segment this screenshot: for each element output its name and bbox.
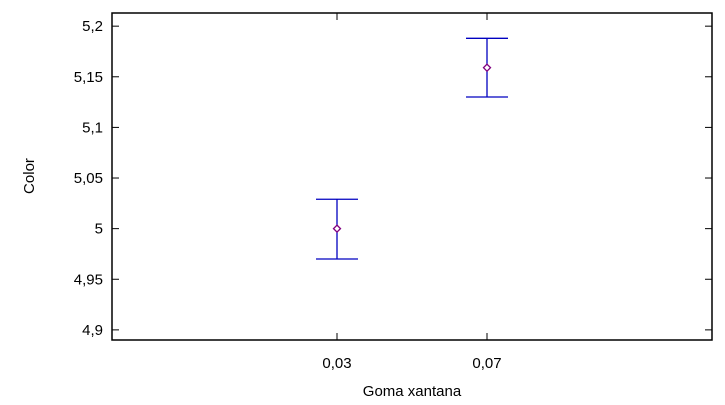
y-tick-label: 5,2 — [82, 18, 103, 35]
y-axis-title: Color — [21, 158, 38, 194]
y-tick-label: 5,15 — [74, 69, 103, 86]
x-axis-ticks: 0,03 0,07 — [322, 13, 502, 372]
x-tick-label: 0,07 — [472, 355, 501, 372]
error-bars — [316, 37, 508, 260]
mean-marker — [482, 63, 492, 73]
plot-frame — [111, 12, 713, 341]
y-tick-label: 5 — [95, 221, 103, 238]
y-tick-label: 4,9 — [82, 322, 103, 339]
mean-marker — [332, 224, 342, 234]
x-axis-title: Goma xantana — [363, 383, 462, 400]
y-tick-label: 5,05 — [74, 170, 103, 187]
y-tick-label: 5,1 — [82, 119, 103, 136]
x-tick-label: 0,03 — [322, 355, 351, 372]
y-tick-label: 4,95 — [74, 271, 103, 288]
y-axis-ticks: 4,9 4,95 5 5,05 5,1 5,15 5,2 — [74, 18, 712, 339]
